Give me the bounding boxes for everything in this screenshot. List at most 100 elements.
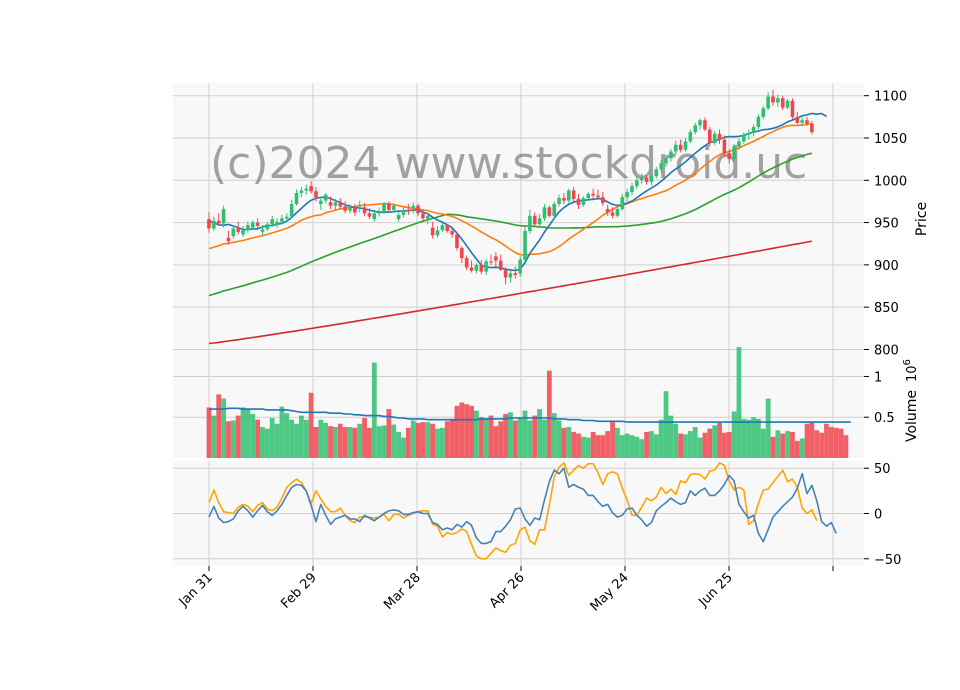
candle-body	[542, 207, 547, 219]
oscillator-y-tick-label: 50	[874, 462, 891, 477]
volume-bar	[653, 434, 659, 458]
candle-body	[479, 264, 484, 272]
candle-body	[416, 205, 420, 214]
volume-bar	[362, 418, 367, 458]
candle-body	[737, 141, 741, 147]
candle-body	[810, 123, 814, 133]
candle-body	[391, 205, 396, 210]
volume-bar	[537, 409, 543, 458]
candle-body	[635, 180, 639, 187]
candle-body	[654, 169, 659, 177]
volume-bar	[347, 427, 353, 458]
candle-body	[780, 98, 785, 108]
candle-body	[338, 203, 343, 207]
volume-bar	[328, 426, 333, 458]
x-tick-label: Jun 25	[696, 570, 736, 610]
volume-bar	[255, 419, 261, 458]
candle-body	[566, 190, 571, 201]
volume-bar	[454, 405, 460, 458]
candle-body	[304, 188, 309, 191]
candle-body	[489, 261, 493, 263]
volume-bar	[668, 415, 674, 458]
candle-body	[596, 195, 600, 198]
candle-body	[357, 204, 362, 207]
candle-body	[430, 227, 435, 236]
candle-body	[678, 144, 683, 150]
volume-bar	[405, 427, 411, 458]
candle-body	[319, 200, 323, 204]
volume-bar	[712, 425, 718, 458]
candle-body	[289, 203, 294, 217]
volume-bar	[401, 437, 406, 458]
price-y-tick-label: 1000	[874, 174, 907, 189]
candle-body	[294, 192, 299, 204]
volume-bar	[751, 417, 756, 458]
candle-body	[707, 129, 712, 144]
price-axis-label: Price	[914, 202, 930, 236]
volume-bar	[318, 419, 324, 458]
volume-bar	[794, 440, 800, 458]
ma-long-line	[208, 152, 813, 297]
volume-bar	[731, 411, 737, 458]
volume-bar	[790, 431, 795, 458]
volume-bar	[474, 410, 479, 458]
volume-bar	[333, 427, 338, 458]
volume-bar	[517, 417, 523, 458]
volume-bar	[469, 405, 474, 458]
candle-body	[528, 215, 532, 232]
candle-body	[411, 205, 416, 208]
candle-body	[445, 225, 450, 232]
watermark-layer: (c)2024 www.stockdroid.uc	[210, 138, 807, 189]
ma-short-line	[208, 112, 827, 272]
volume-bar	[464, 404, 470, 458]
candle-body	[727, 153, 732, 160]
volume-bar	[644, 431, 649, 458]
candle-body	[323, 194, 328, 201]
volume-bar	[240, 407, 246, 458]
volume-bar	[566, 427, 572, 458]
volume-bar	[449, 418, 455, 458]
candle-body	[425, 215, 430, 219]
price-y-tick-label: 800	[874, 343, 899, 358]
candle-body	[387, 203, 391, 210]
volume-bar	[717, 422, 722, 458]
volume-bar	[546, 370, 552, 458]
volume-bar	[264, 428, 270, 458]
volume-bar	[639, 439, 645, 458]
candle-body	[401, 209, 406, 215]
candle-body	[771, 96, 775, 103]
volume-bar	[357, 423, 363, 458]
price-y-tick-label: 950	[874, 217, 899, 232]
price-y-tick-label: 850	[874, 301, 899, 316]
volume-bar	[571, 431, 577, 458]
volume-bar	[634, 436, 640, 458]
volume-bar	[833, 427, 839, 458]
candle-body	[571, 190, 576, 199]
candle-body	[226, 237, 231, 242]
volume-bar	[819, 432, 825, 458]
volume-bar	[590, 431, 596, 458]
volume-bar	[337, 423, 343, 458]
candle-body	[785, 100, 790, 108]
volume-bar	[814, 430, 820, 458]
candle-body	[659, 163, 663, 170]
volume-bar	[673, 423, 679, 458]
volume-bar	[503, 413, 508, 458]
volume-bar	[439, 427, 445, 458]
candle-body	[464, 258, 469, 268]
volume-bar	[785, 431, 790, 458]
volume-bar	[576, 433, 581, 458]
candle-body	[236, 228, 240, 232]
volume-bar	[721, 432, 727, 458]
candle-body	[246, 225, 250, 231]
volume-bar	[386, 409, 392, 458]
volume-bar	[420, 422, 426, 458]
volume-bar	[556, 420, 562, 458]
volume-bar	[367, 427, 372, 458]
volume-bar	[260, 427, 265, 458]
volume-bar	[687, 431, 693, 458]
x-tick-label: May 24	[588, 570, 632, 614]
candle-body	[688, 132, 693, 142]
volume-bar	[678, 433, 684, 458]
volume-bar	[430, 423, 436, 458]
